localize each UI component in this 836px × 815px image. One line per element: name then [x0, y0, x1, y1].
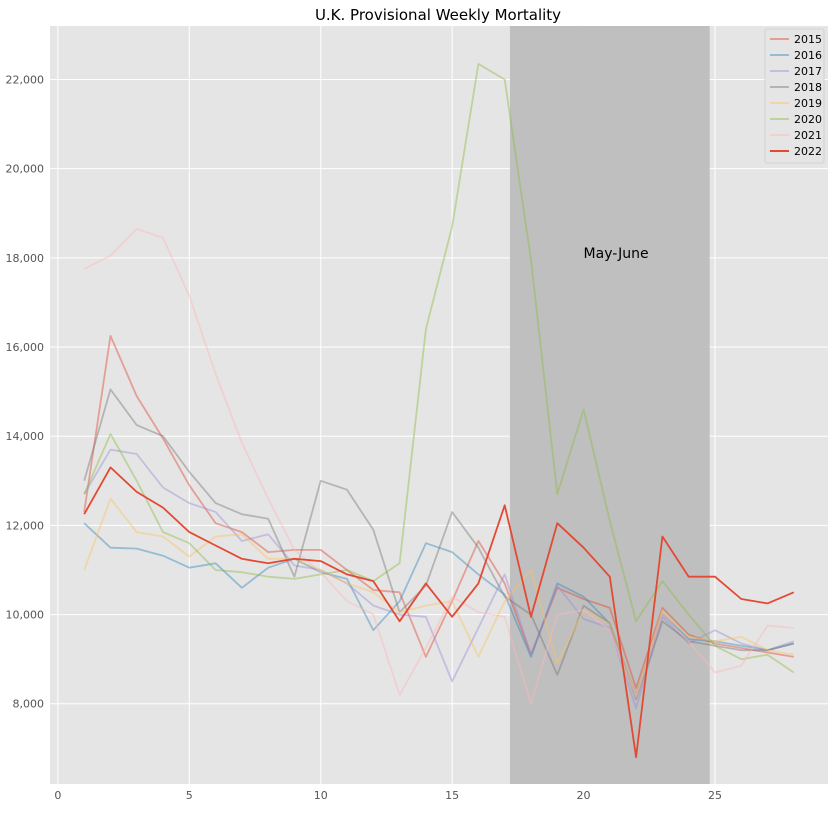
y-tick-label: 20,000 — [6, 163, 45, 176]
x-tick-label: 15 — [445, 789, 459, 802]
series-line-2018 — [83, 388, 795, 701]
series-line-2019 — [83, 497, 794, 696]
x-tick-label: 25 — [708, 789, 722, 802]
legend-label-2017: 2017 — [794, 65, 822, 78]
legend-label-2015: 2015 — [794, 33, 822, 46]
legend-box — [764, 28, 825, 164]
legend-label-2021: 2021 — [794, 129, 822, 142]
series-line-2015 — [83, 334, 794, 689]
x-tick-label: 5 — [186, 789, 193, 802]
legend-label-2020: 2020 — [794, 113, 822, 126]
series-line-2020 — [83, 63, 795, 674]
x-tick-label: 10 — [314, 789, 328, 802]
y-tick-label: 10,000 — [6, 609, 45, 622]
legend-label-2016: 2016 — [794, 49, 822, 62]
y-tick-label: 8,000 — [13, 698, 45, 711]
plot-background — [50, 26, 828, 784]
y-tick-label: 14,000 — [6, 430, 45, 443]
legend-label-2018: 2018 — [794, 81, 822, 94]
x-tick-label: 20 — [577, 789, 591, 802]
series-line-2016 — [83, 522, 795, 696]
chart-title: U.K. Provisional Weekly Mortality — [315, 6, 561, 24]
y-tick-label: 18,000 — [6, 252, 45, 265]
shaded-region — [509, 26, 710, 784]
legend-label-2019: 2019 — [794, 97, 822, 110]
series-line-2017 — [83, 448, 795, 710]
shaded-region-label: May-June — [584, 246, 649, 262]
y-tick-label: 16,000 — [6, 341, 45, 354]
shaded-region-layer: May-June — [509, 26, 710, 784]
series-line-2022 — [83, 466, 795, 759]
y-tick-label: 22,000 — [6, 74, 45, 87]
axis-tick-labels: 0 5 10 15 20 25 8,000 10,000 12,000 14,000 16,000 1… — [6, 74, 722, 802]
series-line-2021 — [83, 227, 794, 705]
series-layer — [83, 63, 795, 759]
legend-label-2022: 2022 — [794, 145, 822, 158]
x-tick-label: 0 — [54, 789, 61, 802]
legend: 2015 2016 2017 2018 2019 2020 2021 2022 — [764, 28, 825, 164]
y-tick-label: 12,000 — [6, 519, 45, 532]
